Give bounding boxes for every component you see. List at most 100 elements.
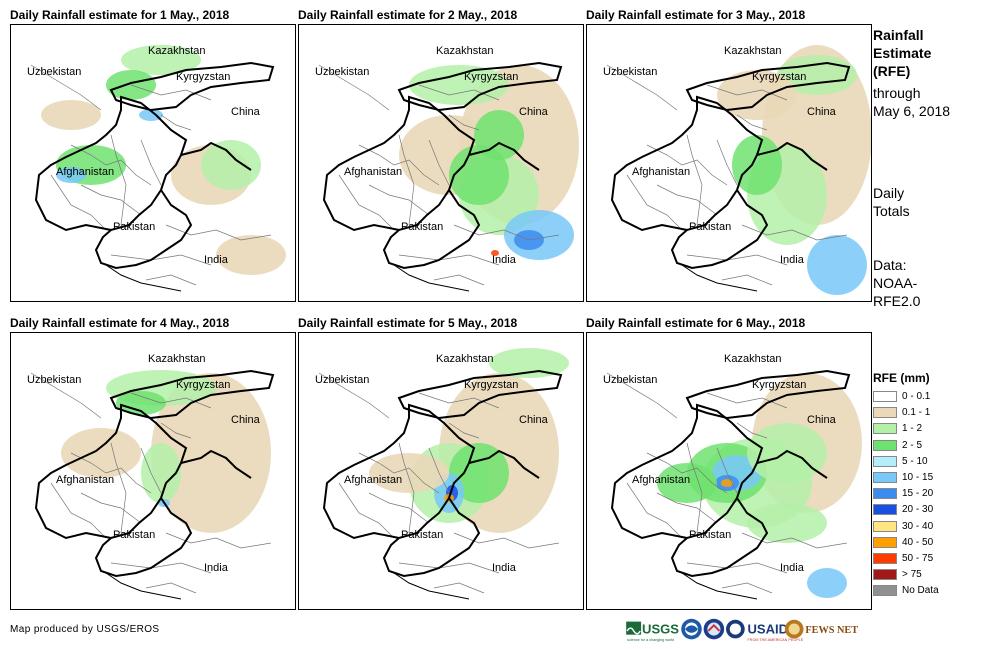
panel-title: Daily Rainfall estimate for 5 May., 2018 (298, 316, 518, 330)
rainfall-area (409, 65, 509, 105)
side-through-line: through (873, 85, 921, 101)
label-pakistan: Pakistan (689, 529, 731, 541)
legend-label: 2 - 5 (902, 439, 923, 451)
legend-swatch (873, 471, 897, 483)
legend-label: No Data (902, 585, 939, 597)
country-labels: Kazakhstan Uzbekistan Kyrgyzstan China A… (27, 45, 261, 266)
legend-swatch (873, 585, 897, 597)
label-kazakhstan: Kazakhstan (436, 45, 493, 57)
rainfall-area (807, 568, 847, 598)
country-boundaries (34, 369, 275, 578)
label-china: China (519, 106, 549, 118)
country-boundaries (34, 61, 275, 270)
usaid-logo: USAID FROM THE AMERICAN PEOPLE (726, 619, 804, 642)
province-boundaries (318, 64, 560, 286)
label-kyrgyzstan: Kyrgyzstan (176, 379, 230, 391)
side-totals-line: Daily (873, 185, 905, 201)
side-totals-line: Totals (873, 203, 910, 219)
label-afghanistan: Afghanistan (56, 166, 114, 178)
country-labels: Kazakhstan Uzbekistan Kyrgyzstan China A… (603, 353, 837, 574)
label-kazakhstan: Kazakhstan (724, 45, 781, 57)
label-china: China (807, 106, 837, 118)
rainfall-area (121, 45, 201, 75)
side-data-line: RFE2.0 (873, 293, 921, 309)
coastline (105, 264, 182, 292)
rainfall-area (489, 348, 569, 378)
legend-label: > 75 (902, 569, 922, 581)
side-title: Rainfall Estimate (RFE) (873, 26, 931, 80)
label-kyrgyzstan: Kyrgyzstan (752, 379, 806, 391)
rainfall-area (747, 423, 827, 483)
province-boundaries (606, 372, 848, 594)
noaa-logo (681, 618, 702, 640)
legend-label: 20 - 30 (902, 504, 934, 516)
side-title-line: (RFE) (873, 63, 911, 79)
panel-title: Daily Rainfall estimate for 3 May., 2018 (586, 8, 806, 22)
rainfall-area (141, 443, 181, 503)
label-uzbekistan: Uzbekistan (27, 66, 81, 78)
label-kazakhstan: Kazakhstan (724, 353, 781, 365)
legend-label: 50 - 75 (902, 552, 934, 564)
side-daily-totals: Daily Totals (873, 184, 910, 220)
label-india: India (204, 254, 229, 266)
legend-label: 1 - 2 (902, 423, 923, 435)
coastline (393, 572, 470, 600)
rainfall-area (61, 428, 141, 478)
legend-label: 0.1 - 1 (902, 407, 931, 419)
province-boundaries (318, 372, 560, 594)
usgs-logo-text: USGS (642, 622, 679, 637)
legend-swatch (873, 488, 897, 500)
usgs-logo: USGS science for a changing world (626, 621, 679, 642)
usaid-logo-text: USAID (748, 622, 789, 637)
label-kazakhstan: Kazakhstan (436, 353, 493, 365)
country-labels: Kazakhstan Uzbekistan Kyrgyzstan China A… (27, 353, 261, 574)
rainfall-overlay (717, 45, 871, 295)
legend-title: RFE (mm) (873, 371, 930, 385)
legend-label: 15 - 20 (902, 488, 934, 500)
label-uzbekistan: Uzbekistan (315, 374, 369, 386)
label-india: India (204, 562, 229, 574)
label-china: China (519, 414, 549, 426)
legend-swatch (873, 536, 897, 548)
label-china: China (231, 414, 261, 426)
usaid-tagline: FROM THE AMERICAN PEOPLE (748, 638, 804, 642)
label-pakistan: Pakistan (401, 221, 443, 233)
side-title-line: Estimate (873, 45, 932, 61)
rainfall-area (449, 145, 509, 205)
panel-title: Daily Rainfall estimate for 2 May., 2018 (298, 8, 518, 22)
country-boundaries (610, 369, 851, 578)
label-india: India (492, 562, 517, 574)
label-pakistan: Pakistan (113, 221, 155, 233)
rainfall-area (474, 110, 524, 160)
legend-label: 10 - 15 (902, 471, 934, 483)
rainfall-overlay (61, 370, 271, 533)
coastline (681, 264, 758, 292)
label-china: China (231, 106, 261, 118)
label-afghanistan: Afghanistan (344, 474, 402, 486)
legend-swatch (873, 391, 897, 402)
side-data-source: Data: NOAA- RFE2.0 (873, 256, 920, 310)
side-through-date: through May 6, 2018 (873, 84, 950, 120)
rainfall-area (717, 70, 797, 120)
label-afghanistan: Afghanistan (56, 474, 114, 486)
legend-label: 40 - 50 (902, 536, 934, 548)
panel-title: Daily Rainfall estimate for 6 May., 2018 (586, 316, 806, 330)
country-labels: Kazakhstan Uzbekistan Kyrgyzstan China A… (603, 45, 837, 266)
panel-title: Daily Rainfall estimate for 4 May., 2018 (10, 316, 230, 330)
rainfall-map: Kazakhstan Uzbekistan Kyrgyzstan China A… (298, 24, 584, 302)
rainfall-area (216, 235, 286, 275)
fewsnet-logo-text: FEWS NET (805, 625, 858, 636)
label-india: India (780, 254, 805, 266)
rainfall-area (56, 167, 86, 183)
label-pakistan: Pakistan (401, 529, 443, 541)
legend-swatch (873, 520, 897, 532)
label-kazakhstan: Kazakhstan (148, 45, 205, 57)
legend-swatch (873, 552, 897, 564)
label-kyrgyzstan: Kyrgyzstan (464, 71, 518, 83)
rainfall-overlay (41, 45, 286, 275)
rainfall-area (807, 235, 867, 295)
side-title-line: Rainfall (873, 27, 924, 43)
country-boundaries (610, 61, 851, 270)
rainfall-area (369, 453, 449, 493)
label-india: India (492, 254, 517, 266)
